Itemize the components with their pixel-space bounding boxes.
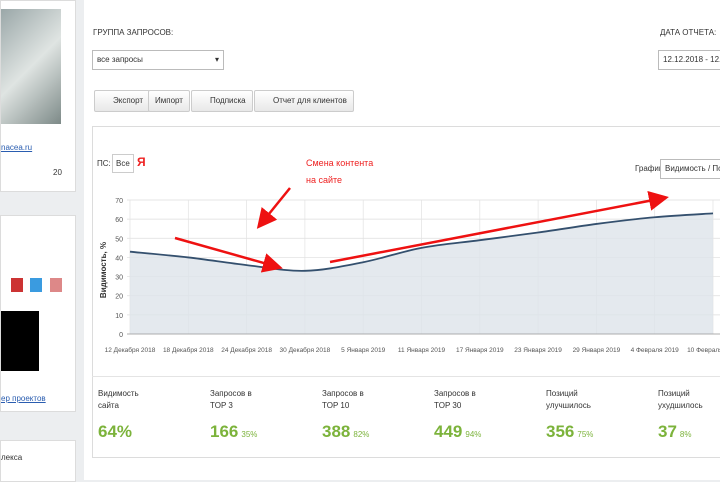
subscribe-button[interactable]: Подписка	[191, 90, 253, 112]
stat-percent: 8%	[679, 430, 692, 439]
stat-label: улучшилось	[546, 401, 591, 410]
thumbnail	[1, 9, 61, 124]
y-axis-label: Видимость, %	[99, 242, 108, 298]
group-value: все запросы	[97, 55, 143, 64]
stat-label: Позиций	[546, 389, 578, 398]
stat-number: 449	[434, 422, 463, 441]
x-tick-label: 5 Января 2019	[341, 347, 385, 354]
x-tick-label: 17 Января 2019	[456, 347, 504, 354]
stat-label: Запросов в	[434, 389, 476, 398]
stat-percent: 94%	[465, 430, 482, 439]
count: 20	[53, 168, 62, 177]
date-label: ДАТА ОТЧЕТА:	[660, 28, 717, 37]
stat-percent: 75%	[577, 430, 594, 439]
stat-number: 166	[210, 422, 239, 441]
y-tick-label: 20	[115, 294, 123, 301]
stat: Запросов в TOP 10 388 82%	[322, 388, 432, 442]
stat-label: Позиций	[658, 389, 690, 398]
stat-label: Видимость	[98, 389, 139, 398]
stat-label: TOP 10	[322, 401, 350, 410]
stat: Позиций ухудшилось 37 8%	[658, 388, 720, 442]
chart: Видимость, % 0 10 20 30 40 50 60 70 12 Декабря 2…	[99, 198, 720, 354]
move-icon[interactable]	[30, 278, 42, 292]
x-tick-label: 11 Января 2019	[398, 347, 446, 354]
stat-percent: 35%	[241, 430, 258, 439]
stat-number: 388	[322, 422, 351, 441]
x-tick-label: 30 Декабря 2018	[280, 346, 331, 354]
site-link[interactable]: nacea.ru	[1, 143, 33, 152]
y-tick-label: 70	[115, 198, 123, 205]
settings-icon[interactable]	[50, 278, 62, 292]
y-tick-label: 30	[115, 275, 123, 282]
sidebar-panel: nacea.ru 20	[0, 0, 76, 192]
sidebar-panel: ер проектов	[0, 215, 76, 412]
stat-number: 356	[546, 422, 575, 441]
x-tick-label: 10 Февраля 2019	[687, 347, 720, 354]
x-tick-label: 4 Февраля 2019	[631, 347, 680, 354]
stat-label: TOP 3	[210, 401, 233, 410]
stat-value: 37 8%	[658, 422, 720, 442]
ps-all-button[interactable]: Все	[112, 154, 134, 173]
x-tick-label: 18 Декабря 2018	[163, 346, 214, 354]
stat-value: 64%	[98, 422, 208, 442]
stats-divider	[92, 376, 720, 377]
delete-icon[interactable]	[11, 278, 23, 292]
group-label: ГРУППА ЗАПРОСОВ:	[93, 28, 174, 37]
stat: Запросов в TOP 30 449 94%	[434, 388, 544, 442]
stat-value: 449 94%	[434, 422, 544, 442]
stat-value: 388 82%	[322, 422, 432, 442]
stat-label: Запросов в	[210, 389, 252, 398]
stat-percent: 82%	[353, 430, 370, 439]
report-button[interactable]: Отчет для клиентов	[254, 90, 354, 112]
hidden-block	[1, 311, 39, 371]
stat-label: Запросов в	[322, 389, 364, 398]
stat-number: 37	[658, 422, 677, 441]
group-select[interactable]: все запросы ▾	[92, 50, 224, 70]
y-tick-label: 10	[115, 313, 123, 320]
annotation-arrows	[174, 187, 669, 273]
area	[130, 213, 713, 334]
annotation: Смена контента	[306, 158, 374, 168]
x-tick-label: 23 Января 2019	[514, 347, 562, 354]
stat-value: 356 75%	[546, 422, 656, 442]
y-tick-label: 0	[119, 332, 123, 339]
x-tick-label: 24 Декабря 2018	[221, 346, 272, 354]
stat-label: TOP 30	[434, 401, 462, 410]
annotation: на сайте	[306, 175, 343, 185]
import-button[interactable]: Импорт	[148, 90, 190, 112]
stat: Видимость сайта 64%	[98, 388, 208, 442]
y-tick-label: 40	[115, 255, 123, 262]
stat-label: сайта	[98, 401, 119, 410]
stat: Позиций улучшилось 356 75%	[546, 388, 656, 442]
graph-label: График:	[635, 164, 665, 173]
y-tick-label: 60	[115, 217, 123, 224]
stat-label: ухудшилось	[658, 401, 703, 410]
ps-yandex[interactable]: Я	[137, 155, 146, 169]
line	[129, 212, 714, 272]
y-tick-label: 50	[115, 236, 123, 243]
graph-select[interactable]: Видимость / Посе	[660, 159, 720, 179]
stat-value: 166 35%	[210, 422, 320, 442]
date-input[interactable]: 12.12.2018 - 12.02	[658, 50, 720, 70]
sidebar-text: лекса	[1, 453, 23, 462]
projects-link[interactable]: ер проектов	[1, 394, 46, 403]
stat-number: 64%	[98, 422, 133, 441]
ps-label: ПС:	[97, 159, 111, 168]
stat: Запросов в TOP 3 166 35%	[210, 388, 320, 442]
x-tick-label: 29 Января 2019	[573, 347, 621, 354]
x-tick-label: 12 Декабря 2018	[105, 346, 156, 354]
